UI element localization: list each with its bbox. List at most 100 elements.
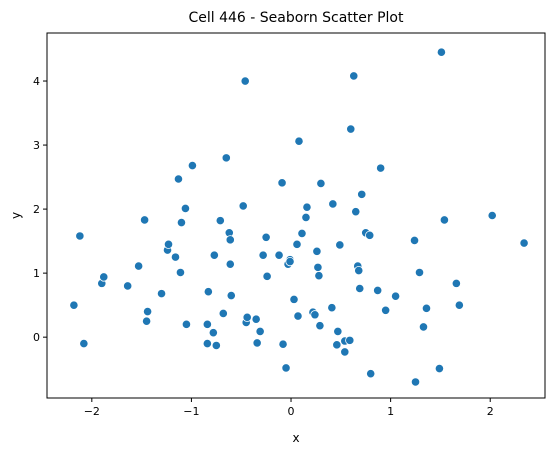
data-point (202, 319, 212, 329)
data-point (349, 71, 359, 81)
y-axis-label: y (9, 212, 23, 219)
data-point (187, 160, 198, 171)
data-point (215, 216, 225, 226)
data-point (328, 199, 338, 209)
data-point (209, 250, 219, 260)
data-point (170, 252, 181, 262)
data-point (487, 210, 497, 221)
data-point (354, 265, 364, 276)
x-tick-label: 2 (487, 405, 494, 418)
data-point (390, 291, 401, 301)
y-tick-label: 0 (33, 331, 40, 344)
data-point (333, 326, 343, 337)
data-point (134, 261, 144, 271)
data-point (454, 300, 464, 310)
data-point (274, 250, 284, 260)
data-point (173, 174, 184, 184)
data-point (123, 281, 133, 291)
data-point (351, 207, 361, 217)
data-point (340, 347, 350, 357)
data-point (221, 153, 231, 163)
data-point (285, 257, 295, 267)
data-point (251, 314, 261, 324)
data-point (439, 215, 450, 225)
data-point (355, 283, 365, 294)
data-point (292, 239, 302, 249)
data-point (142, 316, 152, 326)
data-point (294, 136, 304, 146)
data-point (163, 239, 174, 249)
data-point (365, 230, 375, 240)
data-point (376, 163, 386, 173)
data-point (345, 335, 355, 345)
data-point (436, 47, 447, 57)
data-point (451, 278, 461, 288)
data-point (258, 250, 268, 260)
data-point (519, 238, 529, 248)
data-point (225, 259, 235, 269)
x-tick-label: 0 (288, 405, 295, 418)
x-tick-label: 1 (387, 405, 394, 418)
data-point (175, 267, 186, 278)
data-point (366, 369, 376, 379)
data-point (314, 271, 324, 281)
x-tick-label: −2 (84, 405, 100, 418)
data-point (255, 326, 265, 337)
y-tick-label: 3 (33, 139, 40, 152)
data-points (69, 47, 529, 387)
x-tick-label: −1 (183, 405, 199, 418)
data-point (140, 215, 150, 225)
data-point (327, 303, 337, 313)
data-point (310, 310, 320, 320)
data-point (238, 201, 248, 211)
data-point (381, 305, 391, 315)
data-point (313, 262, 323, 272)
y-tick-label: 2 (33, 203, 40, 216)
data-point (312, 246, 322, 256)
y-tick-label: 4 (33, 75, 40, 88)
data-point (297, 228, 307, 239)
y-tick-label: 1 (33, 267, 40, 280)
data-point (335, 240, 345, 250)
data-point (421, 303, 432, 313)
data-point (240, 76, 250, 86)
data-point (357, 189, 367, 199)
data-point (75, 231, 85, 241)
data-point (316, 178, 326, 189)
y-axis-ticks: 0 1 2 3 4 (33, 75, 47, 344)
plot-frame (46, 32, 546, 399)
x-axis-label: x (292, 431, 299, 445)
data-point (261, 232, 271, 242)
data-point (410, 377, 421, 387)
data-point (281, 363, 291, 373)
x-axis-ticks: −2 −1 0 1 2 (84, 398, 494, 418)
data-point (181, 319, 192, 329)
data-point (301, 212, 311, 223)
data-point (156, 289, 167, 299)
data-point (409, 235, 420, 246)
data-point (418, 322, 429, 332)
data-point (414, 267, 425, 278)
data-point (252, 338, 262, 348)
data-point (211, 340, 221, 351)
chart-title: Cell 446 - Seaborn Scatter Plot (188, 10, 404, 26)
data-point (315, 321, 325, 331)
data-point (208, 328, 218, 338)
data-point (203, 287, 213, 297)
data-point (332, 340, 342, 350)
data-point (226, 290, 236, 301)
data-point (277, 178, 287, 188)
data-point (218, 308, 228, 319)
data-point (225, 235, 235, 245)
data-point (180, 203, 191, 214)
data-point (99, 272, 109, 282)
data-point (79, 338, 89, 349)
data-point (434, 363, 445, 374)
data-point (346, 124, 356, 134)
data-point (262, 271, 272, 281)
data-point (142, 306, 153, 317)
data-point (69, 300, 79, 310)
data-point (278, 339, 288, 349)
data-point (176, 217, 187, 228)
